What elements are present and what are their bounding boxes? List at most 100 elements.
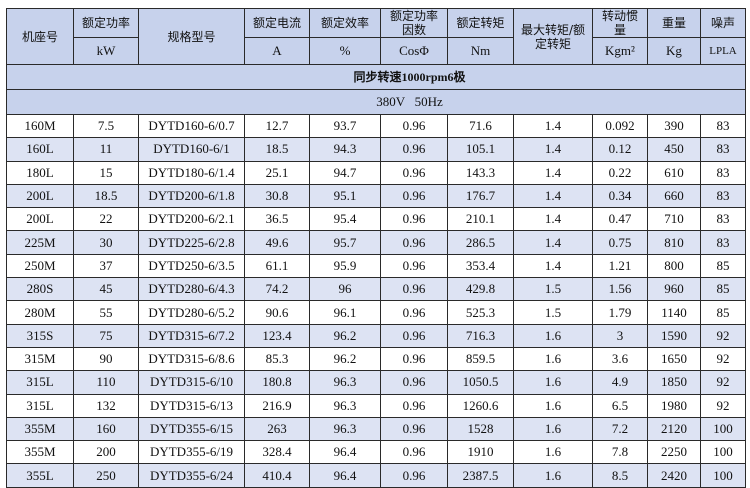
cell-efficiency: 96.3 [309,393,381,418]
table-row: 315M 90 DYTD315-6/8.6 85.3 96.2 0.96 859.5 1.6 3… [6,346,746,372]
cell-noise: 92 [700,346,746,372]
cell-power-factor: 0.96 [380,463,448,488]
cell-power-factor: 0.96 [380,300,448,325]
cell-noise: 83 [700,160,746,185]
cell-weight: 450 [647,137,701,162]
cell-power: 11 [73,137,139,162]
cell-torque: 286.5 [447,230,514,255]
cell-efficiency: 96.4 [309,440,381,465]
cell-power-factor: 0.96 [380,160,448,185]
table-row: 355M 160 DYTD355-6/15 263 96.3 0.96 1528 1.6 7.2… [6,416,746,442]
cell-power: 90 [73,346,139,372]
cell-current: 328.4 [244,440,310,465]
cell-power-factor: 0.96 [380,416,448,442]
cell-noise: 85 [700,253,746,279]
cell-efficiency: 96 [309,277,381,302]
cell-power: 15 [73,160,139,185]
cell-torque: 176.7 [447,183,514,209]
cell-power: 45 [73,277,139,302]
cell-noise: 92 [700,393,746,418]
cell-torque: 1050.5 [447,370,514,395]
cell-current: 180.8 [244,370,310,395]
cell-power-factor: 0.96 [380,183,448,209]
cell-model: DYTD315-6/13 [138,393,245,418]
cell-weight: 2250 [647,440,701,465]
cell-weight: 1650 [647,346,701,372]
cell-torque: 429.8 [447,277,514,302]
cell-noise: 83 [700,113,746,139]
cell-current: 18.5 [244,137,310,162]
cell-torque: 1528 [447,416,514,442]
cell-inertia: 1.79 [592,300,648,325]
cell-frame: 280S [6,277,74,302]
cell-torque: 525.3 [447,300,514,325]
cell-inertia: 0.75 [592,230,648,255]
cell-efficiency: 96.2 [309,346,381,372]
cell-efficiency: 96.2 [309,323,381,348]
cell-max-torque-ratio: 1.6 [513,416,593,442]
cell-model: DYTD200-6/2.1 [138,207,245,232]
cell-power-factor: 0.96 [380,207,448,232]
header-max-torque-ratio: 最大转矩/额定转矩 [513,8,593,65]
cell-power-factor: 0.96 [380,346,448,372]
table-row: 200L 22 DYTD200-6/2.1 36.5 95.4 0.96 210.1 1.4 0… [6,207,746,232]
cell-noise: 100 [700,463,746,488]
cell-torque: 1260.6 [447,393,514,418]
header-weight: 重量 [647,8,701,38]
cell-current: 123.4 [244,323,310,348]
cell-inertia: 0.34 [592,183,648,209]
cell-current: 410.4 [244,463,310,488]
cell-power-factor: 0.96 [380,440,448,465]
cell-power: 37 [73,253,139,279]
cell-max-torque-ratio: 1.4 [513,113,593,139]
cell-efficiency: 96.3 [309,416,381,442]
cell-model: DYTD225-6/2.8 [138,230,245,255]
cell-current: 49.6 [244,230,310,255]
cell-inertia: 1.56 [592,277,648,302]
unit-current: A [244,37,310,65]
cell-model: DYTD280-6/4.3 [138,277,245,302]
cell-torque: 859.5 [447,346,514,372]
cell-max-torque-ratio: 1.6 [513,370,593,395]
cell-weight: 960 [647,277,701,302]
cell-frame: 315M [6,346,74,372]
cell-inertia: 0.12 [592,137,648,162]
cell-power: 7.5 [73,113,139,139]
unit-weight: Kg [647,37,701,65]
cell-frame: 250M [6,253,74,279]
cell-power: 55 [73,300,139,325]
table-row: 355M 200 DYTD355-6/19 328.4 96.4 0.96 1910 1.6 7… [6,440,746,465]
cell-noise: 83 [700,207,746,232]
cell-inertia: 0.22 [592,160,648,185]
cell-max-torque-ratio: 1.6 [513,393,593,418]
cell-inertia: 7.8 [592,440,648,465]
cell-noise: 83 [700,183,746,209]
cell-power: 110 [73,370,139,395]
table-row: 250M 37 DYTD250-6/3.5 61.1 95.9 0.96 353.4 1.4 1… [6,253,746,279]
cell-weight: 390 [647,113,701,139]
cell-power-factor: 0.96 [380,113,448,139]
cell-max-torque-ratio: 1.4 [513,207,593,232]
cell-torque: 716.3 [447,323,514,348]
cell-efficiency: 96.1 [309,300,381,325]
cell-efficiency: 94.7 [309,160,381,185]
cell-efficiency: 96.3 [309,370,381,395]
unit-noise: LPLA [700,37,746,65]
cell-torque: 143.3 [447,160,514,185]
cell-power: 200 [73,440,139,465]
header-power: 额定功率 [73,8,139,38]
cell-power-factor: 0.96 [380,323,448,348]
cell-torque: 353.4 [447,253,514,279]
cell-model: DYTD160-6/1 [138,137,245,162]
cell-efficiency: 95.7 [309,230,381,255]
cell-frame: 200L [6,183,74,209]
table-row: 200L 18.5 DYTD200-6/1.8 30.8 95.1 0.96 176.7 1.… [6,183,746,209]
cell-power-factor: 0.96 [380,370,448,395]
cell-weight: 1980 [647,393,701,418]
cell-model: DYTD355-6/15 [138,416,245,442]
cell-inertia: 3 [592,323,648,348]
cell-model: DYTD315-6/8.6 [138,346,245,372]
cell-model: DYTD200-6/1.8 [138,183,245,209]
cell-power-factor: 0.96 [380,230,448,255]
cell-max-torque-ratio: 1.5 [513,300,593,325]
